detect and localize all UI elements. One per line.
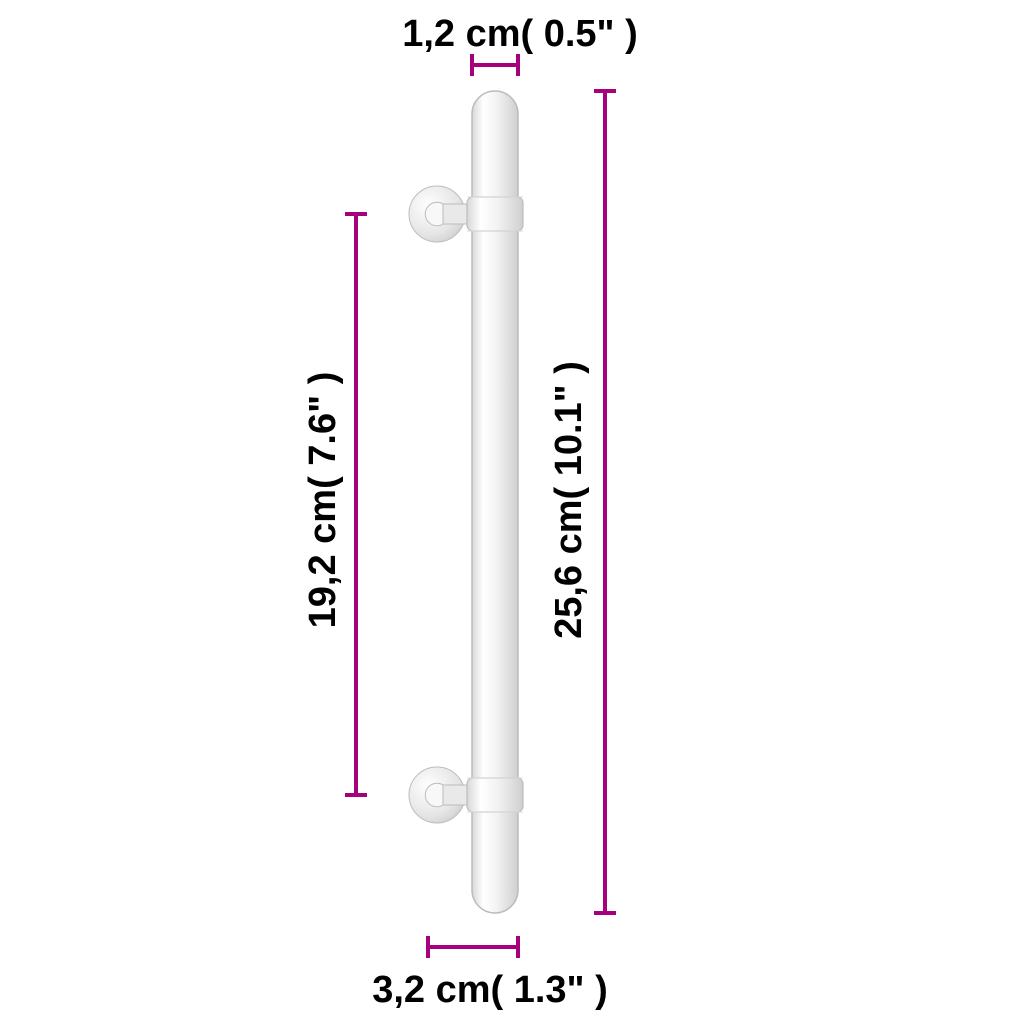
dim-label: 25,6 cm( 10.1" ) (548, 361, 590, 639)
dimension-diagram: 1,2 cm( 0.5" ) 3,2 cm( 1.3" ) 19,2 cm( 7.6… (0, 0, 1024, 1024)
dim-label: 1,2 cm( 0.5" ) (402, 13, 638, 55)
bar-collar (467, 778, 523, 812)
bar-collar (467, 197, 523, 231)
dim-label: 3,2 cm( 1.3" ) (372, 969, 608, 1011)
dim-label: 19,2 cm( 7.6" ) (302, 372, 344, 629)
dimension-labels: 1,2 cm( 0.5" ) 3,2 cm( 1.3" ) 19,2 cm( 7.6… (302, 13, 638, 1011)
handle-illustration (409, 91, 523, 913)
